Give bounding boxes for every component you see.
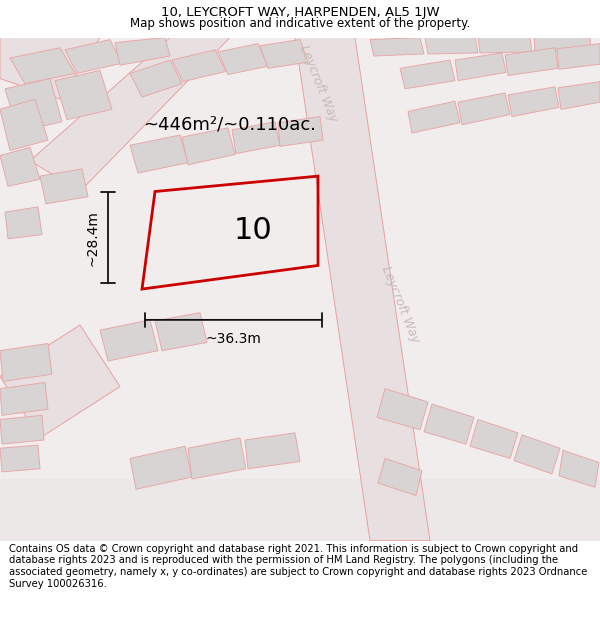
Polygon shape (115, 38, 170, 65)
Polygon shape (424, 404, 474, 444)
Polygon shape (0, 148, 40, 186)
Polygon shape (534, 38, 591, 52)
Polygon shape (130, 60, 182, 97)
Polygon shape (55, 71, 112, 119)
Polygon shape (508, 87, 559, 116)
Polygon shape (5, 207, 42, 239)
Text: ~446m²/~0.110ac.: ~446m²/~0.110ac. (143, 116, 317, 134)
Text: Leycroft Way: Leycroft Way (296, 43, 340, 124)
Polygon shape (408, 101, 460, 133)
Text: Contains OS data © Crown copyright and database right 2021. This information is : Contains OS data © Crown copyright and d… (9, 544, 587, 589)
Polygon shape (0, 479, 600, 541)
Polygon shape (232, 122, 280, 154)
Polygon shape (65, 39, 122, 73)
Polygon shape (458, 93, 510, 125)
Polygon shape (155, 312, 207, 351)
Text: Map shows position and indicative extent of the property.: Map shows position and indicative extent… (130, 18, 470, 31)
Polygon shape (425, 38, 478, 54)
Polygon shape (378, 459, 422, 496)
Polygon shape (455, 53, 506, 81)
Polygon shape (557, 44, 600, 69)
Polygon shape (245, 432, 300, 469)
Polygon shape (30, 38, 230, 191)
Text: ~36.3m: ~36.3m (206, 332, 262, 346)
Polygon shape (130, 135, 188, 173)
Text: ~28.4m: ~28.4m (86, 210, 100, 266)
Polygon shape (278, 116, 323, 146)
Polygon shape (514, 435, 560, 474)
Polygon shape (10, 48, 75, 84)
Polygon shape (182, 128, 235, 165)
Polygon shape (470, 419, 518, 459)
Polygon shape (0, 99, 48, 151)
Polygon shape (218, 44, 268, 74)
Polygon shape (5, 79, 62, 132)
Polygon shape (558, 82, 600, 109)
Polygon shape (188, 438, 246, 479)
Polygon shape (377, 389, 428, 430)
Text: 10: 10 (234, 216, 272, 245)
Polygon shape (370, 38, 424, 56)
Polygon shape (505, 48, 558, 76)
Polygon shape (0, 38, 100, 99)
Polygon shape (100, 320, 158, 361)
Polygon shape (172, 50, 226, 82)
Polygon shape (0, 445, 40, 472)
Polygon shape (0, 325, 120, 438)
Polygon shape (0, 416, 44, 444)
Polygon shape (0, 382, 48, 416)
Polygon shape (130, 446, 192, 489)
Polygon shape (559, 450, 599, 488)
Polygon shape (40, 169, 88, 204)
Polygon shape (260, 39, 308, 68)
Polygon shape (478, 38, 532, 53)
Polygon shape (0, 344, 52, 381)
Text: 10, LEYCROFT WAY, HARPENDEN, AL5 1JW: 10, LEYCROFT WAY, HARPENDEN, AL5 1JW (161, 6, 439, 19)
Polygon shape (400, 60, 455, 89)
Polygon shape (295, 38, 430, 541)
Text: Leycroft Way: Leycroft Way (379, 264, 421, 345)
